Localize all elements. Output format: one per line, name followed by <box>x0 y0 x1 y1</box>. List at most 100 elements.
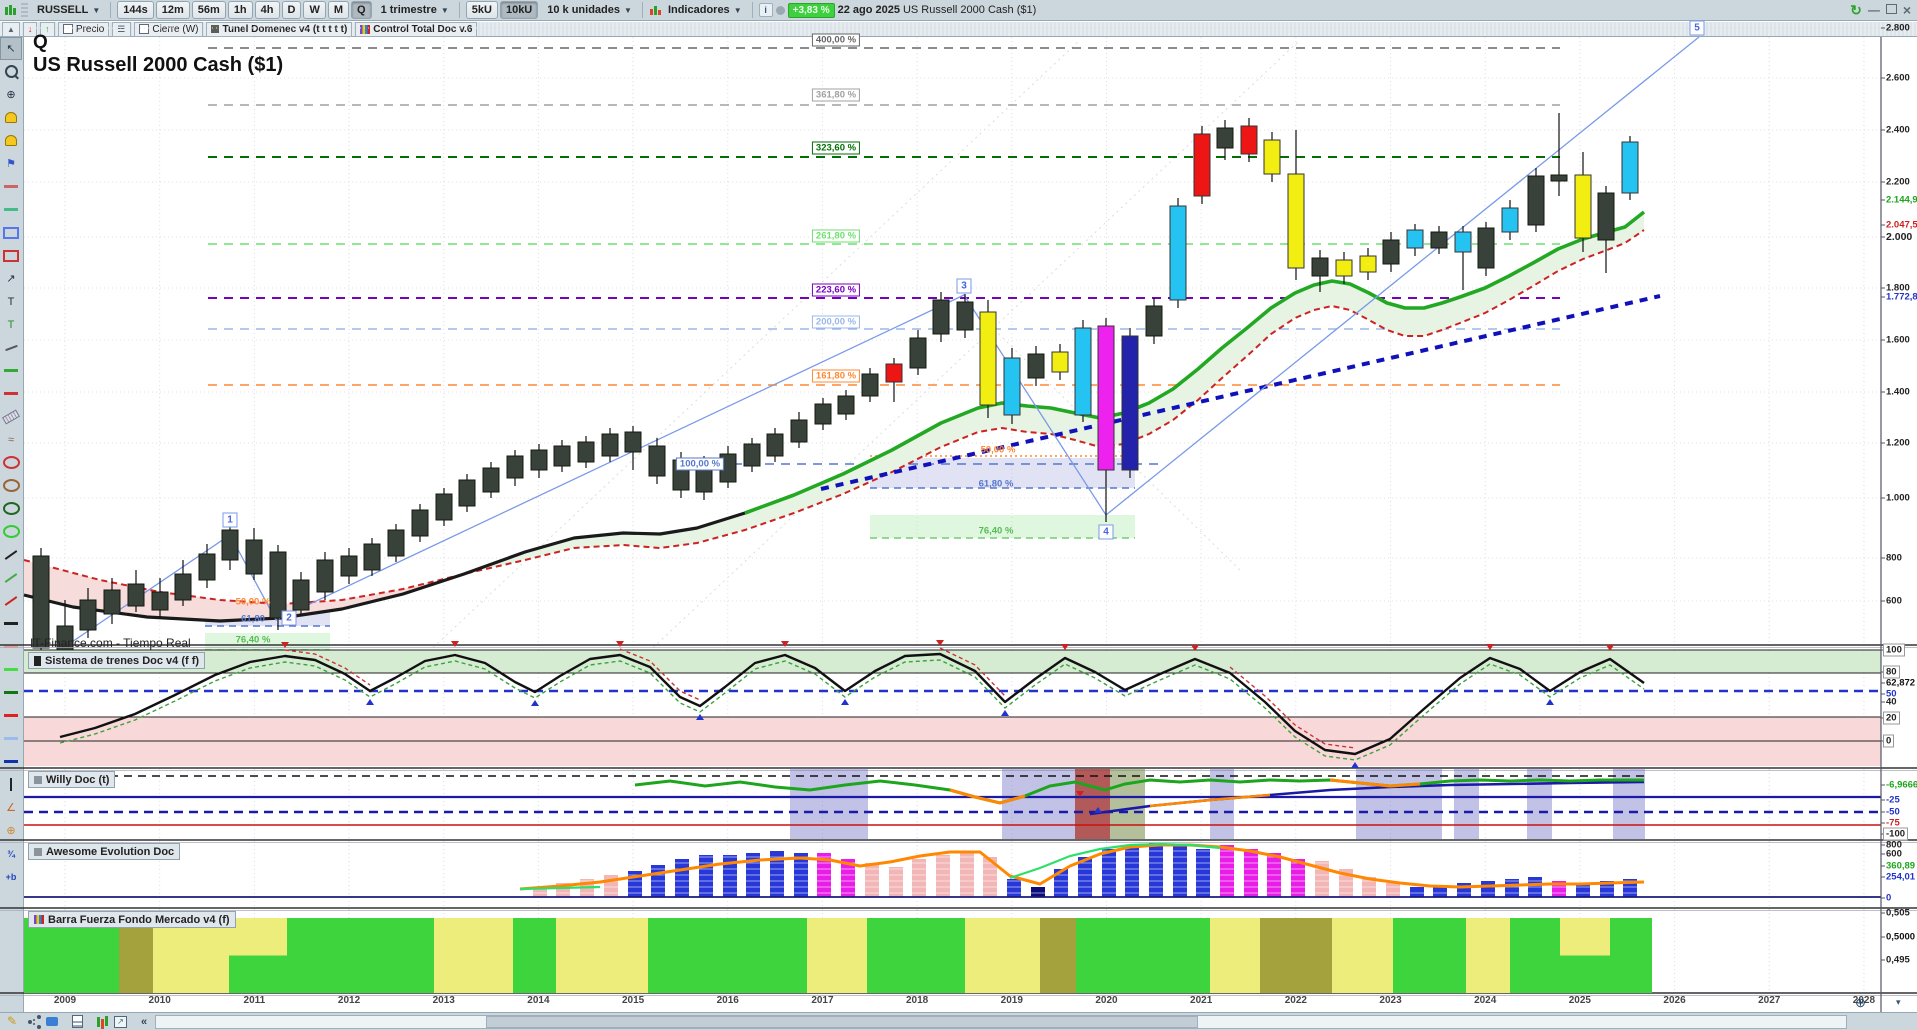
fibo-color-levels-tool-icon[interactable] <box>0 198 22 221</box>
status-dot-icon <box>775 5 785 15</box>
chart-type-icon[interactable] <box>4 4 16 16</box>
units-menu-dropdown[interactable]: 10 k unidades ▼ <box>547 4 632 16</box>
pointer-tool-icon[interactable]: ↖ <box>0 37 22 60</box>
top-toolbar: RUSSELL ▼ 144s 12m 56m 1h 4h D W M Q 1 trimestre ▼… <box>0 0 1917 21</box>
unit-buttons: 5kU 10kU <box>465 1 540 19</box>
info-icon[interactable]: i <box>758 3 773 17</box>
close-button[interactable]: × <box>1902 2 1911 18</box>
hline-lightblue-tool-glyph <box>4 737 18 740</box>
symbol-label: RUSSELL <box>37 4 89 16</box>
calc-elliott-tool-icon[interactable]: ¾ <box>7 848 15 859</box>
hline-lightblue-tool-icon[interactable] <box>0 727 22 750</box>
timeframe-button-Q[interactable]: Q <box>351 1 372 19</box>
overlay-cierre[interactable]: Cierre (W) <box>134 21 204 37</box>
hline-darkblue-tool-glyph <box>4 760 18 763</box>
unit-button-5kU[interactable]: 5kU <box>465 1 498 19</box>
ellipse-red-tool-icon[interactable] <box>0 451 22 474</box>
ellipse-brown-tool-glyph <box>2 479 20 492</box>
ellipse-darkgreen-tool-icon[interactable] <box>0 497 22 520</box>
hline-green-tool-glyph <box>4 369 18 372</box>
arrow-up-button[interactable]: ↑ <box>40 21 55 37</box>
hline-red-tool-glyph <box>4 392 18 395</box>
zoom-tool-icon[interactable] <box>0 60 22 83</box>
trend-arrow-tool-icon[interactable]: ↗ <box>6 273 16 285</box>
hline-pink-tool-icon[interactable] <box>0 635 22 658</box>
list-icon: ☰ <box>117 23 127 34</box>
indicators-dropdown[interactable]: Indicadores ▼ <box>667 4 742 16</box>
refresh-icon[interactable]: ↻ <box>1850 1 1862 18</box>
hline-darkblue-tool-icon[interactable] <box>0 750 22 773</box>
axis-menu-icon[interactable]: ▾ <box>1896 997 1901 1007</box>
rectangle-blue-tool-icon[interactable] <box>0 221 22 244</box>
list-button[interactable]: ☰ <box>112 21 132 37</box>
unit-button-10kU[interactable]: 10kU <box>499 1 539 19</box>
timeframe-button-W[interactable]: W <box>303 1 326 19</box>
chat-icon[interactable] <box>46 1017 58 1026</box>
ellipse-green-tool-icon[interactable] <box>0 520 22 543</box>
alarm-pointer-tool-icon[interactable] <box>0 106 22 129</box>
text-tool-icon[interactable]: T <box>7 295 15 308</box>
note-bubble-tool-icon[interactable]: T <box>7 318 15 331</box>
hline-black-tool-glyph <box>4 622 18 625</box>
share-icon[interactable] <box>28 1019 32 1024</box>
alarm-tool-icon[interactable] <box>0 129 22 152</box>
calc-abc-tool-icon[interactable]: +b <box>5 871 17 882</box>
fibo-flag-tool-icon[interactable]: ⚑ <box>6 158 16 170</box>
restore-button[interactable] <box>1885 4 1897 16</box>
scrollbar-thumb[interactable] <box>486 1015 1199 1028</box>
timeframe-button-144s[interactable]: 144s <box>117 1 154 19</box>
bottom-tool-icons: ↗ « <box>28 1015 147 1028</box>
zoom-plus-icon[interactable]: ⊕ <box>1855 995 1866 1010</box>
collapse-panel-button[interactable]: ▲ <box>2 21 20 37</box>
collapse-left-icon[interactable]: « <box>141 1015 148 1028</box>
zoom-area-tool-icon[interactable]: ⊕ <box>6 89 16 101</box>
symbol-dropdown[interactable]: RUSSELL ▼ <box>33 2 104 18</box>
export-chart-icon[interactable]: ↗ <box>114 1015 127 1028</box>
timeframe-button-1h[interactable]: 1h <box>227 1 253 19</box>
rectangle-red-tool-icon[interactable] <box>0 244 22 267</box>
horizontal-scrollbar[interactable] <box>155 1014 1847 1029</box>
export-chart-icon: ↗ <box>114 1015 127 1028</box>
hline-black-tool-icon[interactable] <box>0 612 22 635</box>
change-badge: +3,83 % <box>787 2 835 18</box>
hline-red2-tool-icon[interactable] <box>0 704 22 727</box>
circle-plus-tool-icon[interactable]: ⊕ <box>6 825 16 837</box>
overlay-toolbar: ▲ ↓ ↑ Precio ☰ Cierre (W) Tunel Domenec … <box>0 21 1917 37</box>
hline-lightgreen-tool-glyph <box>4 668 18 671</box>
overlay-precio[interactable]: Precio <box>57 21 110 37</box>
period-dropdown[interactable]: 1 trimestre ▼ <box>380 4 449 16</box>
timeframe-button-4h[interactable]: 4h <box>254 1 280 19</box>
chevron-down-icon: ▼ <box>624 5 632 15</box>
toolbar-grip[interactable] <box>21 3 28 17</box>
checkbox-icon[interactable] <box>62 24 73 34</box>
ellipse-brown-tool-icon[interactable] <box>0 474 22 497</box>
timeframe-button-D[interactable]: D <box>281 1 302 19</box>
fibo-levels-tool-icon[interactable] <box>0 175 22 198</box>
rectangle-blue-tool-glyph <box>3 226 19 239</box>
zigzag-tool-icon[interactable]: ≈ <box>7 433 15 446</box>
vline-tool-icon[interactable] <box>0 773 22 796</box>
zoom-tool-glyph <box>4 65 18 78</box>
bars-icon <box>97 1016 100 1027</box>
timeframe-button-56m[interactable]: 56m <box>191 1 226 19</box>
bars-icon[interactable] <box>97 1016 100 1027</box>
hline-lightgreen-tool-icon[interactable] <box>0 658 22 681</box>
timeframe-button-M[interactable]: M <box>327 1 350 19</box>
pencil-icon[interactable]: ✎ <box>0 1012 24 1030</box>
restore-icon <box>1885 4 1897 14</box>
angle-tool-icon[interactable]: ∠ <box>6 802 16 814</box>
minimize-button[interactable]: — <box>1867 3 1880 17</box>
drawing-toolbar: ↖ ⊕ ⚑ ↗ T T ≈ ∠ ⊕ ¾ +b <box>0 37 24 1012</box>
arrow-down-button[interactable]: ↓ <box>22 21 38 37</box>
document-icon[interactable] <box>72 1015 83 1028</box>
bottom-toolbar: ↗ « <box>24 1012 1917 1030</box>
hline-green-tool-icon[interactable] <box>0 359 22 382</box>
hline-darkgreen-tool-icon[interactable] <box>0 681 22 704</box>
timeframe-button-12m[interactable]: 12m <box>155 1 190 19</box>
overlay-tunel[interactable]: Tunel Domenec v4 (t t t t t) <box>206 21 353 37</box>
checkbox-icon[interactable] <box>139 24 150 34</box>
overlay-control-total[interactable]: Control Total Doc v.6 <box>355 21 478 37</box>
hline-darkgreen-tool-glyph <box>4 691 18 694</box>
hline-red-tool-icon[interactable] <box>0 382 22 405</box>
